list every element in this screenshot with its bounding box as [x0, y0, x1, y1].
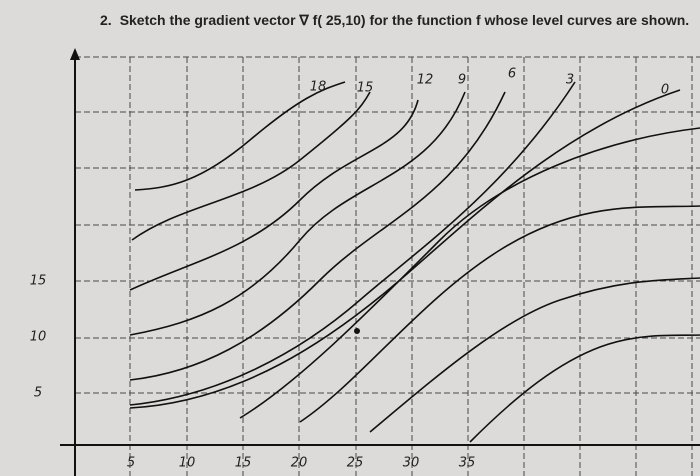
- level-label: 6: [508, 67, 516, 82]
- level-label: 9: [458, 73, 466, 88]
- level-label: 12: [417, 73, 434, 88]
- grid: [75, 56, 700, 476]
- point: [354, 328, 360, 334]
- level-label: 0: [661, 83, 669, 98]
- x-axis-label: 20: [291, 456, 308, 471]
- y-axis-label: 10: [30, 330, 47, 345]
- x-axis-label: 25: [347, 456, 364, 471]
- y-axis-label: 15: [30, 274, 47, 289]
- question-text: Sketch the gradient vector ∇ f( 25,10) f…: [119, 12, 690, 28]
- x-axis-label: 30: [403, 456, 420, 471]
- level-label: 3: [566, 73, 574, 88]
- x-axis-label: 15: [235, 456, 252, 471]
- level-label: 18: [310, 80, 327, 95]
- x-axis-label: 35: [459, 456, 476, 471]
- level-curves: [129, 81, 700, 443]
- x-axis-label: 5: [127, 456, 135, 471]
- question: 2. Sketch the gradient vector ∇ f( 25,10)…: [100, 12, 697, 29]
- axes: [60, 48, 700, 476]
- question-number: 2.: [100, 12, 112, 28]
- x-axis-label: 10: [179, 456, 196, 471]
- level-label: 15: [357, 81, 374, 96]
- y-axis-label: 5: [34, 386, 42, 401]
